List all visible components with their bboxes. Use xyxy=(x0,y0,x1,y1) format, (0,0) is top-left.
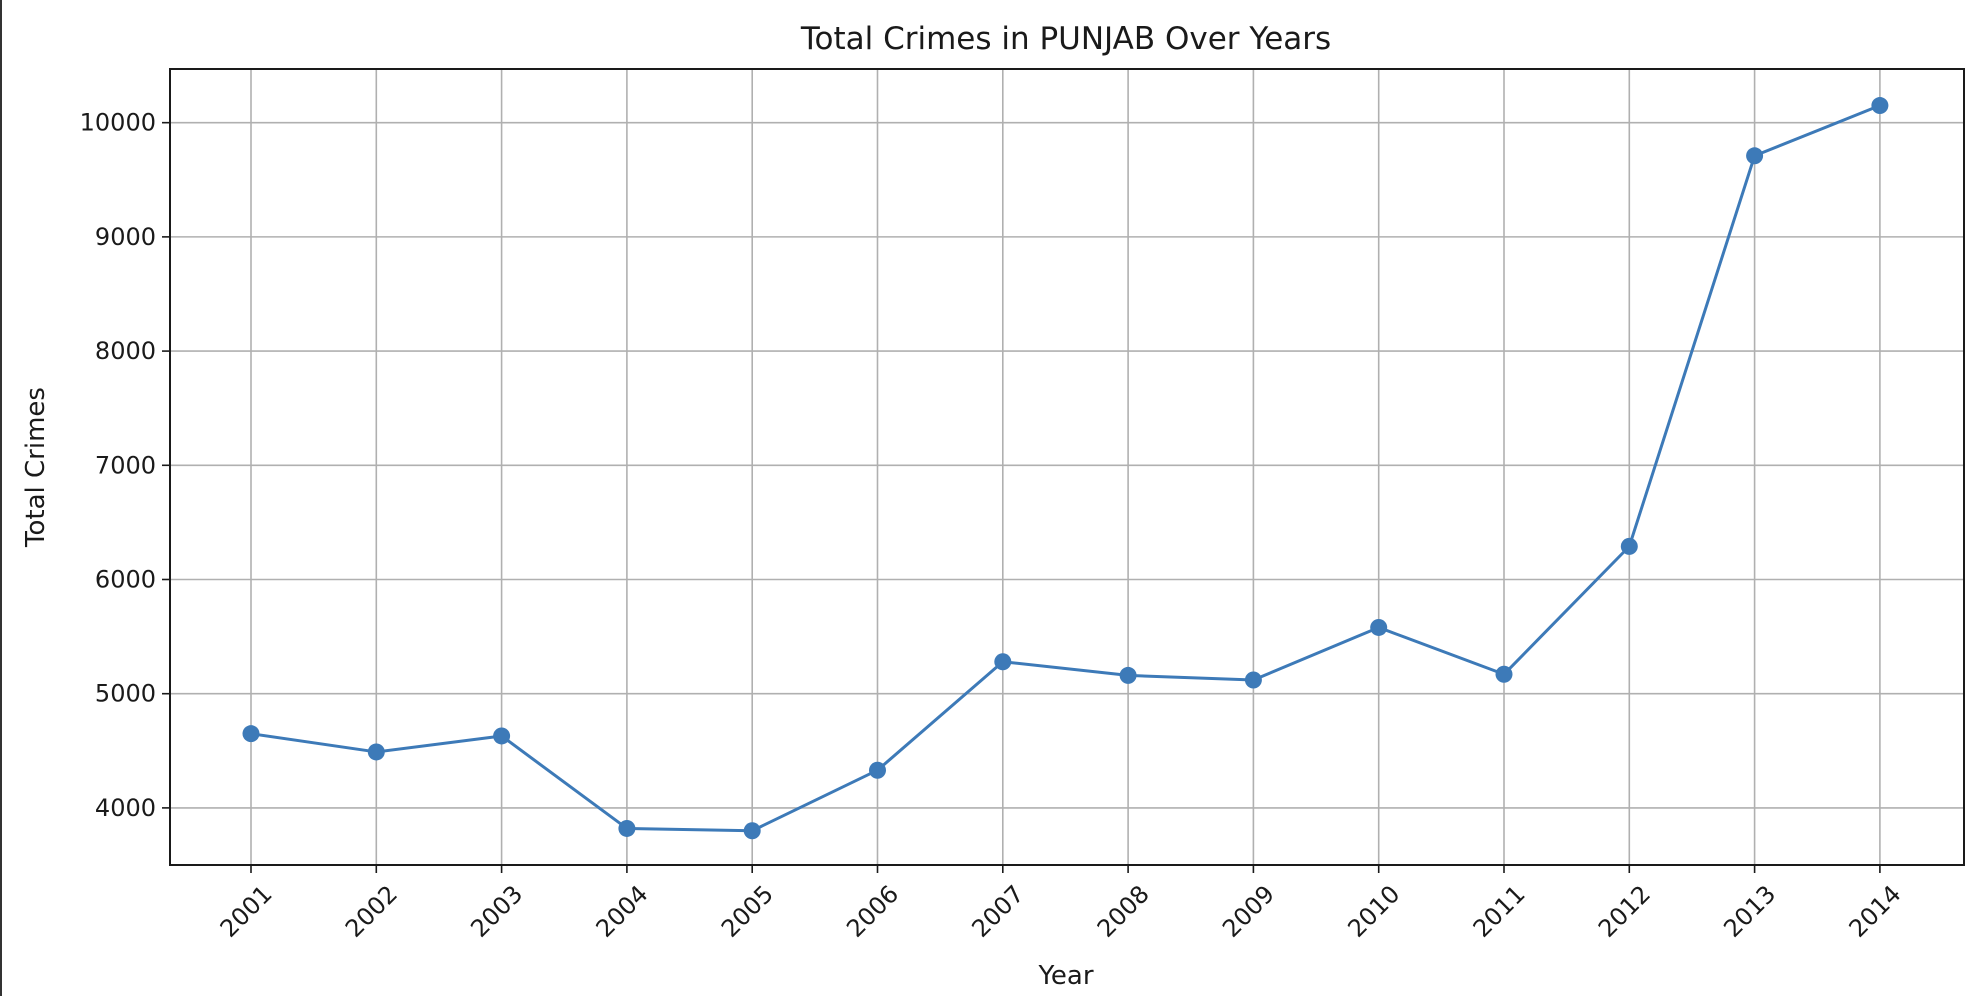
y-tick-label: 5000 xyxy=(95,680,156,708)
data-point xyxy=(493,727,511,745)
y-axis-label: Total Crimes xyxy=(21,387,51,548)
data-point xyxy=(367,743,385,761)
data-point xyxy=(1871,97,1889,115)
data-point xyxy=(1370,618,1388,636)
data-point xyxy=(869,761,886,779)
y-tick-label: 8000 xyxy=(95,337,156,365)
data-point xyxy=(994,653,1012,671)
y-tick-label: 10000 xyxy=(80,109,156,137)
data-point xyxy=(1244,671,1262,689)
plot-frame xyxy=(169,68,1965,866)
y-tick-label: 7000 xyxy=(95,451,156,479)
y-tick-label: 4000 xyxy=(95,794,156,822)
data-point xyxy=(242,725,260,743)
x-axis-label: Year xyxy=(1037,961,1093,991)
data-point xyxy=(1746,147,1764,165)
y-tick-label: 9000 xyxy=(95,223,156,251)
data-point xyxy=(1119,666,1137,684)
data-point xyxy=(743,822,761,840)
series-line xyxy=(250,104,1881,833)
chart-title: Total Crimes in PUNJAB Over Years xyxy=(800,21,1331,57)
labels: Total Crimes in PUNJAB Over Years Year T… xyxy=(21,21,1331,991)
data-point xyxy=(1620,537,1638,555)
grid xyxy=(170,69,1964,865)
data-point xyxy=(1495,665,1513,683)
y-tick-label: 6000 xyxy=(95,565,156,593)
series-layer xyxy=(242,97,1889,840)
data-point xyxy=(618,819,636,837)
